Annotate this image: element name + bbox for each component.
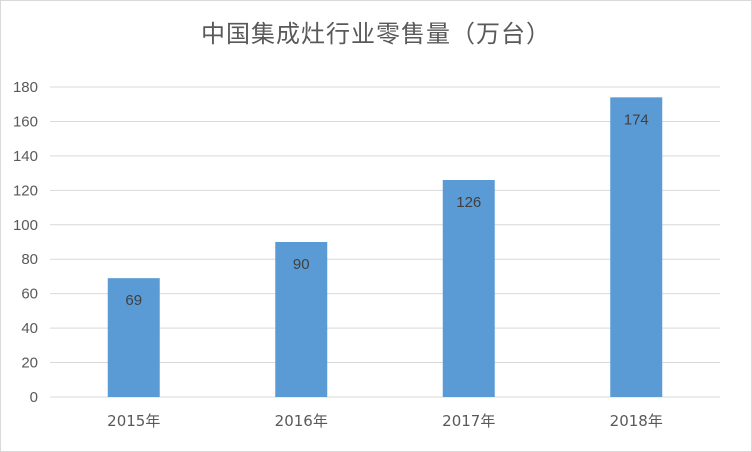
x-tick-label: 2017年 [442, 412, 495, 430]
x-tick-label: 2015年 [107, 412, 160, 430]
x-axis: 2015年 2016年 2017年 2018年 [107, 412, 663, 430]
data-label: 174 [624, 111, 649, 128]
x-tick-label: 2016年 [275, 412, 328, 430]
bar [107, 278, 160, 397]
bar [275, 242, 328, 397]
data-label: 69 [125, 292, 142, 309]
y-tick-label: 60 [21, 286, 38, 303]
chart-title: 中国集成灶行业零售量（万台） [201, 20, 551, 48]
bars: 69 90 126 174 [107, 97, 663, 397]
bar [442, 180, 495, 397]
gridlines [50, 86, 720, 398]
y-tick-label: 0 [30, 389, 38, 406]
y-axis: 0 20 40 60 80 100 120 140 160 180 [13, 79, 38, 406]
data-label: 126 [456, 194, 481, 211]
x-tick-label: 2018年 [610, 412, 663, 430]
y-tick-label: 180 [13, 79, 38, 96]
y-tick-label: 120 [13, 182, 38, 199]
y-tick-label: 160 [13, 113, 38, 130]
y-tick-label: 140 [13, 148, 38, 165]
y-tick-label: 80 [21, 251, 38, 268]
bar [610, 97, 663, 397]
y-tick-label: 100 [13, 217, 38, 234]
y-tick-label: 20 [21, 355, 38, 372]
y-tick-label: 40 [21, 320, 38, 337]
data-label: 90 [293, 256, 310, 273]
